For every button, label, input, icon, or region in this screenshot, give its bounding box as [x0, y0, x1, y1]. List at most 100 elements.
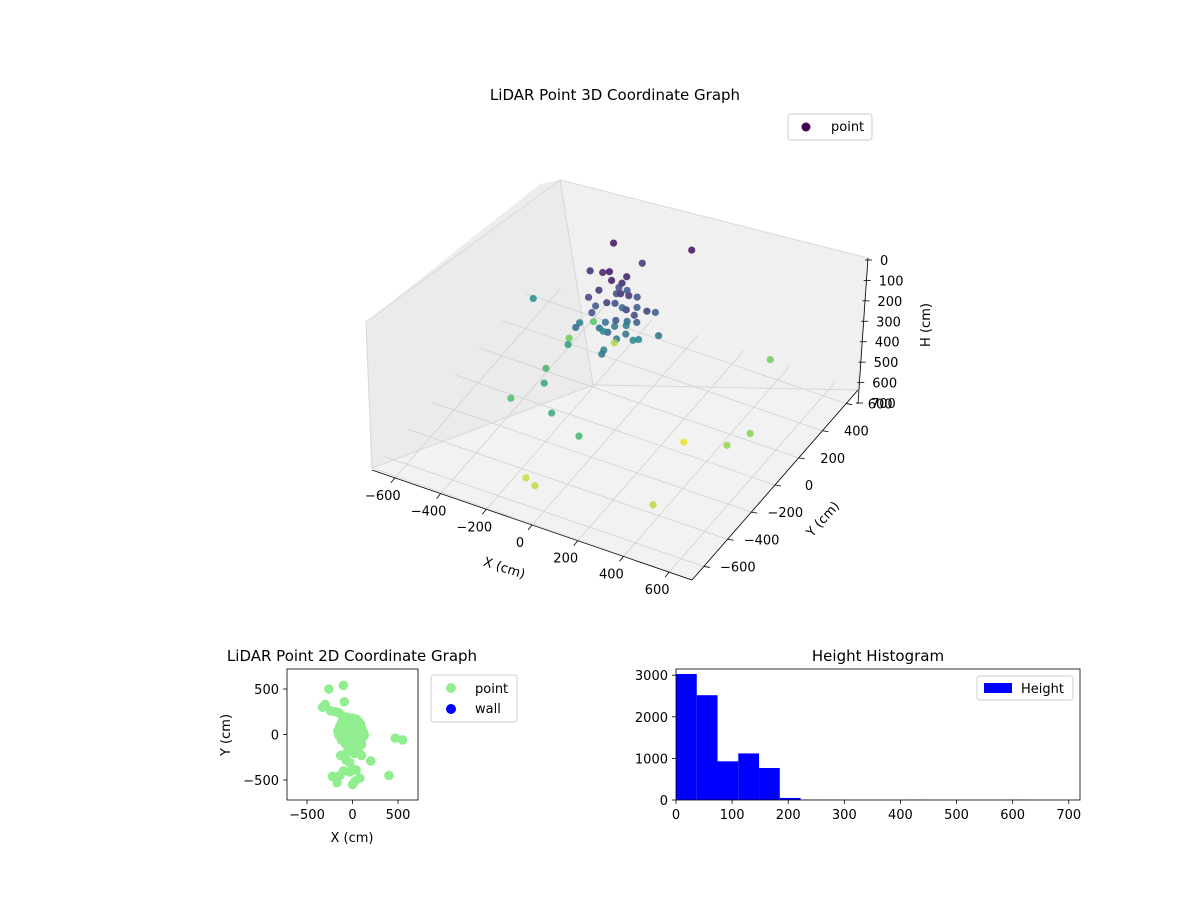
histogram-bar — [676, 673, 697, 800]
y-axis-label-3d: Y (cm) — [803, 499, 843, 541]
z-tick-label-3d: 0 — [880, 254, 888, 269]
legend-2d: point wall — [430, 674, 518, 723]
y-tick-label-hist: 1000 — [635, 752, 668, 767]
point-3d — [529, 294, 537, 303]
point-2d — [332, 777, 342, 788]
plot-hist-frame — [675, 668, 1081, 801]
point-3d — [603, 299, 611, 307]
point-3d — [564, 340, 572, 349]
point-3d — [766, 355, 774, 364]
histogram-bar — [696, 695, 718, 800]
legend-3d-marker — [801, 122, 811, 132]
y-tick-label-hist: 2000 — [635, 711, 668, 726]
x-tick-label-3d: 0 — [516, 536, 524, 551]
y-tick-label-3d: 0 — [805, 479, 813, 494]
point-3d — [746, 429, 754, 438]
point-3d — [635, 335, 643, 344]
point-3d — [651, 308, 659, 317]
y-tick-label-hist: 0 — [660, 794, 668, 809]
x-tick-label-3d: 600 — [645, 583, 670, 598]
point-2d — [365, 756, 376, 766]
point-3d — [633, 293, 641, 301]
point-3d — [586, 267, 594, 275]
point-2d — [356, 750, 367, 761]
point-3d — [592, 302, 600, 310]
point-3d — [609, 239, 618, 247]
point-2d — [342, 747, 352, 758]
ticks-hist: 0 100 200 300 400 500 600 700 0 1000 2000 3000 — [635, 669, 1081, 823]
point-3d — [595, 286, 603, 294]
z-tick-label-3d: 600 — [872, 377, 897, 392]
x-axis-label-2d: X (cm) — [331, 831, 374, 846]
legend-2d-label-wall: wall — [475, 702, 501, 717]
point-2d — [384, 770, 394, 781]
point-3d — [540, 379, 548, 387]
z-axis-line — [857, 257, 869, 405]
point-3d — [522, 474, 530, 482]
point-3d — [589, 318, 598, 326]
chart-height-histogram: Height Histogram 0 100 200 300 400 500 600 7000… — [635, 647, 1081, 823]
point-3d — [633, 318, 641, 326]
y-tick-mark-3d — [774, 484, 782, 487]
point-3d — [688, 246, 696, 254]
ticks-3d: −600−400−2000200400600−600−400−200020040… — [365, 254, 904, 598]
x-tick-label-hist: 0 — [672, 808, 680, 823]
x-tick-label-hist: 700 — [1056, 808, 1081, 823]
y-tick-mark-3d — [703, 566, 710, 568]
x-tick-mark-3d — [619, 556, 624, 562]
x-tick-label-3d: −200 — [456, 520, 492, 535]
z-tick-label-3d: 500 — [874, 356, 899, 371]
point-2d — [344, 757, 355, 768]
x-tick-label-hist: 500 — [944, 808, 969, 823]
grid-3d-floor-y-line — [407, 428, 728, 540]
y-tick-label-3d: −200 — [767, 506, 803, 521]
point-3d — [622, 330, 630, 338]
y-tick-label-2d: 500 — [254, 683, 279, 698]
legend-3d-label: point — [831, 120, 864, 135]
y-tick-label-3d: −600 — [720, 560, 756, 575]
x-tick-mark-3d — [390, 477, 396, 484]
points-2d — [317, 680, 408, 790]
z-tick-label-3d: 200 — [877, 295, 902, 310]
legend-hist-frame — [976, 675, 1074, 701]
chart-3d-scatter: LiDAR Point 3D Coordinate Graph −600 −400… — [365, 86, 934, 598]
x-tick-label-hist: 600 — [1000, 808, 1025, 823]
histogram-bar — [759, 767, 780, 800]
point-3d — [611, 322, 619, 330]
grid-3d-floor-y-line — [526, 293, 847, 404]
histogram-bars — [676, 673, 1080, 800]
y-tick-mark-3d — [751, 511, 758, 514]
histogram-bar — [717, 761, 739, 800]
point-3d — [638, 259, 646, 267]
point-2d — [338, 680, 349, 691]
y-tick-label-2d: 0 — [271, 729, 279, 744]
y-tick-label-3d: 200 — [820, 452, 845, 467]
point-3d — [623, 273, 631, 281]
y-tick-mark-3d — [822, 430, 829, 433]
point-3d — [680, 438, 688, 446]
point-3d — [610, 339, 618, 347]
point-3d — [629, 336, 637, 344]
point-3d — [615, 283, 623, 292]
x-tick-label-3d: 200 — [553, 552, 578, 567]
grid-3d-floor-y-line — [431, 401, 752, 513]
y-tick-label-3d: 400 — [844, 425, 869, 440]
point-2d — [347, 779, 358, 790]
point-3d — [531, 482, 539, 490]
x-tick-label-3d: −400 — [411, 505, 447, 520]
x-tick-label-hist: 300 — [832, 808, 857, 823]
point-2d — [397, 735, 408, 745]
point-3d — [598, 350, 606, 358]
ticks-2d: −500 0 500 −500 0 500 — [243, 683, 410, 823]
point-3d — [601, 318, 609, 326]
point-3d — [723, 441, 731, 449]
y-tick-mark-3d — [846, 403, 853, 405]
point-2d — [339, 696, 350, 707]
point-3d — [611, 299, 619, 307]
x-tick-mark-3d — [573, 540, 579, 546]
chart-3d-title: LiDAR Point 3D Coordinate Graph — [490, 86, 740, 104]
histogram-title: Height Histogram — [812, 647, 944, 665]
x-tick-mark-3d — [664, 571, 670, 578]
x-tick-label-hist: 400 — [888, 808, 913, 823]
